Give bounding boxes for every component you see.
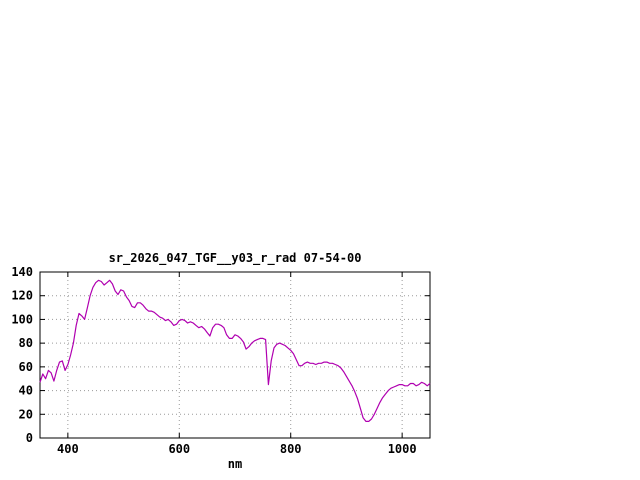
y-tick-label: 60 <box>19 360 33 374</box>
chart-title: sr_2026_047_TGF__y03_r_rad 07-54-00 <box>109 251 362 266</box>
y-tick-label: 40 <box>19 384 33 398</box>
x-tick-label: 1000 <box>388 442 417 456</box>
y-tick-label: 20 <box>19 407 33 421</box>
plot-border <box>39 271 431 439</box>
x-tick-label: 800 <box>280 442 302 456</box>
y-tick-label: 80 <box>19 336 33 350</box>
y-tick-label: 0 <box>26 431 33 445</box>
y-tick-label: 120 <box>11 289 33 303</box>
plot-area: 400 600 800 1000 0 20 40 60 80 100 120 140 <box>11 265 431 456</box>
x-axis-label: nm <box>228 457 242 471</box>
y-tick-label: 140 <box>11 265 33 279</box>
spectrum-line <box>39 279 431 422</box>
x-tick-label: 400 <box>57 442 79 456</box>
x-tick-label: 600 <box>168 442 190 456</box>
y-tick-label: 100 <box>11 312 33 326</box>
